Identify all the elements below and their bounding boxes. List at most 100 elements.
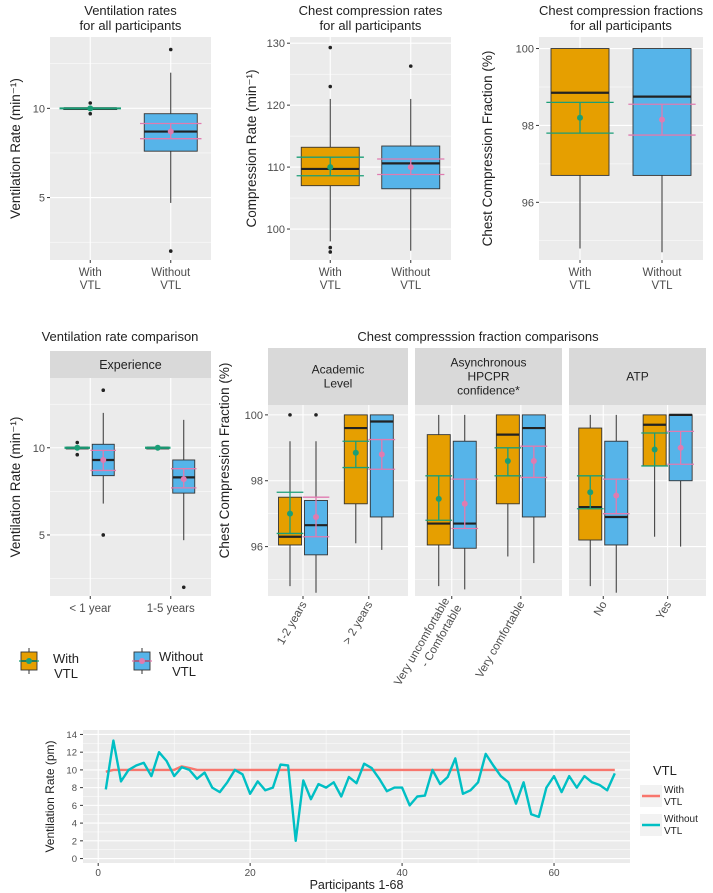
- y-tick-label: 0: [72, 854, 77, 865]
- x-tick-label: 1-5 years: [147, 603, 195, 615]
- x-tick-label: VTL: [320, 280, 342, 292]
- x-tick-label: < 1 year: [69, 603, 111, 615]
- x-tick-label-group: No: [592, 600, 610, 619]
- outlier-point: [328, 250, 333, 254]
- mean-point: [74, 444, 81, 451]
- chart-title: for all participants: [570, 18, 672, 33]
- x-tick-label: 0: [95, 868, 101, 879]
- mean-point: [613, 492, 620, 499]
- x-tick-label-line: Yes: [654, 599, 674, 621]
- outlier-point: [101, 533, 106, 537]
- legend-label: Without: [664, 814, 698, 825]
- x-tick-label: 1-2 years: [275, 599, 309, 647]
- facet-strip-label: ATP: [626, 370, 648, 384]
- y-tick-label: 98: [522, 120, 534, 132]
- y-tick-label: 96: [251, 542, 263, 554]
- x-tick-label: With: [569, 267, 592, 279]
- mean-point: [504, 457, 511, 464]
- x-tick-label-line: No: [592, 600, 610, 619]
- legend-label: VTL: [664, 797, 683, 808]
- x-tick-label: VTL: [160, 280, 182, 292]
- mean-point: [677, 444, 684, 451]
- mean-point: [167, 128, 174, 135]
- mean-point: [154, 444, 161, 451]
- outlier-point: [101, 388, 106, 393]
- mean-point: [352, 449, 359, 456]
- chart-title: Chest compression rates: [299, 3, 443, 18]
- y-tick-label: 6: [72, 801, 77, 812]
- x-tick-label: > 2 years: [341, 599, 375, 646]
- chart-title: for all participants: [80, 18, 182, 33]
- mean-point: [587, 489, 594, 496]
- y-tick-label: 4: [72, 819, 77, 830]
- y-tick-label: 12: [66, 748, 77, 759]
- x-tick-label: VTL: [80, 280, 102, 292]
- legend-label: VTL: [664, 826, 683, 837]
- y-tick-label: 100: [267, 224, 285, 236]
- y-tick-label: 110: [267, 162, 285, 174]
- legend-title: VTL: [653, 763, 677, 778]
- outlier-point: [75, 440, 80, 445]
- y-tick-label: 5: [39, 193, 45, 205]
- x-tick-label: With: [79, 267, 102, 279]
- y-tick-label: 10: [33, 103, 45, 115]
- x-tick-label: Very comfortable: [474, 600, 528, 681]
- outlier-point: [328, 245, 333, 250]
- x-tick-label-line: 1-2 years: [275, 599, 309, 647]
- x-tick-label: VTL: [569, 280, 591, 292]
- y-axis-label: Chest Compression Fraction (%): [217, 363, 232, 559]
- facet-strip-label: Asynchronous: [450, 356, 526, 370]
- mean-point: [651, 446, 658, 453]
- mean-point: [313, 513, 319, 520]
- facet-strip-label: Experience: [99, 358, 162, 372]
- mean-point: [87, 105, 94, 112]
- y-axis-label: Compression Rate (min⁻¹): [244, 70, 259, 228]
- mean-point: [530, 457, 537, 464]
- mean-point: [435, 495, 442, 502]
- facet-strip-label: HPCPR: [467, 370, 509, 384]
- y-axis-label: Ventilation Rate (pm): [43, 740, 57, 852]
- x-tick-label: With: [319, 267, 342, 279]
- outlier-point: [288, 413, 292, 417]
- y-axis-label: Chest Compression Fraction (%): [480, 51, 495, 247]
- x-tick-label: 40: [397, 868, 409, 879]
- legend-with-swatch-mean: [26, 658, 32, 664]
- y-tick-label: 120: [267, 100, 285, 112]
- facet-strip: [268, 348, 408, 405]
- chart-title: Chest compresssion fraction comparisons: [357, 329, 599, 344]
- y-tick-label: 98: [251, 476, 263, 488]
- mean-point: [287, 510, 293, 517]
- x-tick-label: VTL: [651, 280, 673, 292]
- series-line-with: [105, 765, 615, 773]
- outlier-point: [328, 45, 333, 50]
- y-tick-label: 130: [267, 38, 285, 50]
- legend-without-swatch-mean: [139, 658, 145, 664]
- facet-strip: [415, 348, 562, 405]
- x-tick-label: Without: [643, 267, 683, 279]
- chart-title: Chest compression fractions: [539, 3, 704, 18]
- x-tick-label: Very uncomfortable- Comfortable: [392, 596, 464, 695]
- mean-point: [407, 164, 414, 171]
- y-tick-label: 100: [245, 410, 263, 422]
- mean-point: [659, 116, 665, 123]
- y-tick-label: 14: [66, 730, 77, 741]
- y-tick-label: 100: [516, 44, 534, 56]
- outlier-point: [408, 64, 413, 68]
- x-tick-label-group: > 2 years: [341, 599, 375, 646]
- legend-label-without: VTL: [172, 664, 196, 679]
- x-tick-label-group: Yes: [654, 599, 674, 621]
- outlier-point: [314, 413, 318, 417]
- y-axis-label: Ventilation Rate (min⁻¹): [8, 78, 23, 219]
- x-tick-label-group: Very comfortable: [474, 600, 528, 681]
- outlier-point: [168, 47, 173, 52]
- x-tick-label-line: Very comfortable: [474, 600, 528, 681]
- mean-point: [461, 500, 468, 507]
- outlier-point: [168, 249, 173, 253]
- outlier-point: [181, 585, 186, 590]
- mean-point: [378, 451, 385, 458]
- mean-point: [577, 114, 583, 121]
- mean-point: [100, 456, 107, 463]
- outlier-point: [88, 101, 93, 105]
- legend-label-with: VTL: [54, 666, 78, 681]
- x-tick-label: Yes: [654, 599, 674, 621]
